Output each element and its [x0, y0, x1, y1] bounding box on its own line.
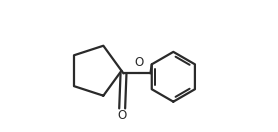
Text: O: O — [134, 56, 144, 69]
Text: O: O — [118, 109, 127, 122]
